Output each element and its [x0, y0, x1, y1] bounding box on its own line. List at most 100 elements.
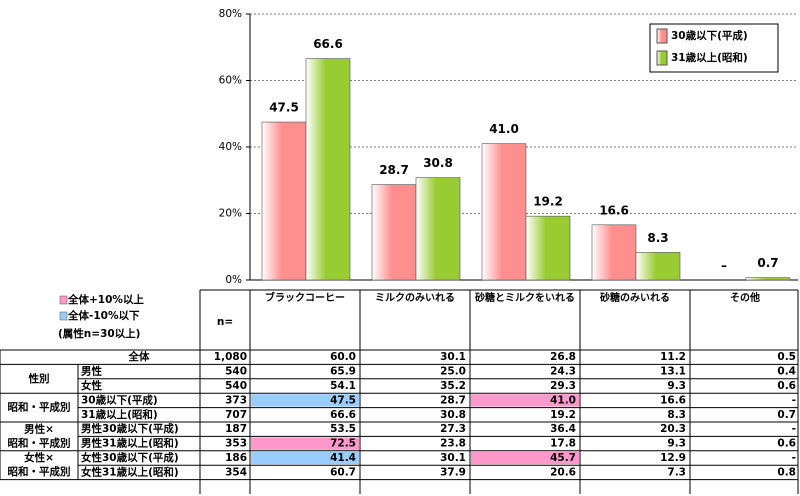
row-label: 30歳以下(平成) — [81, 393, 158, 406]
note: (属性n=30以上) — [58, 327, 140, 340]
value-cell: 35.2 — [440, 380, 466, 392]
n-cell: 354 — [225, 466, 247, 478]
value-cell: 20.3 — [660, 423, 686, 435]
value-cell: 45.7 — [550, 452, 576, 464]
value-cell: 0.4 — [777, 366, 796, 378]
group-label: 女性× — [24, 451, 54, 464]
legend-box — [649, 23, 779, 73]
data-label: 30.8 — [423, 156, 453, 170]
row-label: 女性 — [81, 379, 102, 392]
value-cell: 11.2 — [660, 351, 686, 363]
value-cell: 16.6 — [660, 394, 686, 406]
value-cell: 60.0 — [330, 351, 356, 363]
data-label: 47.5 — [269, 101, 299, 115]
value-cell: 12.9 — [660, 452, 686, 464]
value-cell: 24.3 — [550, 366, 576, 378]
group-label: 昭和・平成別 — [8, 436, 71, 449]
value-cell: 41.4 — [330, 452, 356, 464]
highlight-cell — [251, 437, 359, 450]
y-tick-label: 60% — [219, 75, 242, 87]
value-cell: 13.1 — [660, 366, 686, 378]
n-cell: 540 — [225, 366, 247, 378]
value-cell: 72.5 — [330, 438, 356, 450]
data-label: 41.0 — [489, 122, 519, 136]
value-cell: 36.4 — [550, 423, 576, 435]
data-label: 19.2 — [533, 195, 563, 209]
data-label: 0.7 — [757, 256, 778, 270]
data-label: 8.3 — [647, 231, 668, 245]
value-cell: 30.1 — [440, 351, 466, 363]
value-cell: 0.6 — [777, 380, 796, 392]
data-label: – — [721, 259, 727, 273]
y-tick-label: 40% — [219, 141, 242, 153]
n-cell: 353 — [225, 438, 247, 450]
legend-label: 31歳以上(昭和) — [671, 51, 748, 64]
column-header: 砂糖とミルクをいれる — [474, 291, 575, 304]
bar — [745, 277, 791, 281]
group-label: 昭和・平成別 — [8, 465, 71, 478]
n-cell: 186 — [225, 452, 247, 464]
legend-swatch — [59, 295, 68, 305]
value-cell: 60.7 — [330, 466, 356, 478]
group-label: 性別 — [29, 372, 50, 385]
n-cell: 373 — [225, 394, 247, 406]
bar — [415, 177, 461, 281]
value-cell: - — [792, 394, 796, 406]
bar — [591, 224, 637, 281]
value-cell: 28.7 — [440, 394, 466, 406]
value-cell: - — [792, 423, 796, 435]
highlight-cell — [251, 394, 359, 407]
data-label: 16.6 — [599, 203, 629, 217]
value-cell: 37.9 — [440, 466, 466, 478]
value-cell: 23.8 — [440, 438, 466, 450]
data-label: 66.6 — [313, 37, 343, 51]
bar — [371, 184, 417, 281]
value-cell: 9.3 — [667, 438, 686, 450]
row-label: 全体 — [128, 350, 150, 363]
value-cell: 26.8 — [550, 351, 576, 363]
legend-label: 全体+10%以上 — [67, 293, 144, 306]
group-label: 昭和・平成別 — [8, 401, 71, 414]
value-cell: 0.7 — [777, 409, 796, 421]
value-cell: 19.2 — [550, 409, 576, 421]
value-cell: 20.6 — [550, 466, 576, 478]
legend-swatch — [59, 311, 68, 321]
legend-swatch — [656, 28, 668, 44]
y-tick-label: 20% — [219, 208, 242, 220]
bar — [481, 143, 527, 281]
row-label: 男性30歳以下(平成) — [81, 422, 179, 435]
value-cell: 27.3 — [440, 423, 466, 435]
row-label: 女性31歳以上(昭和) — [81, 465, 179, 478]
value-cell: 25.0 — [440, 366, 466, 378]
data-label: 28.7 — [379, 163, 409, 177]
value-cell: 53.5 — [330, 423, 356, 435]
value-cell: 0.6 — [777, 438, 796, 450]
bar — [635, 252, 681, 281]
bar — [261, 121, 307, 281]
value-cell: 54.1 — [330, 380, 356, 392]
value-cell: 30.1 — [440, 452, 466, 464]
value-cell: 47.5 — [330, 394, 356, 406]
column-header: ブラックコーヒー — [265, 291, 345, 304]
y-tick-label: 80% — [219, 8, 242, 20]
column-header: その他 — [730, 291, 760, 304]
row-label: 女性30歳以下(平成) — [81, 451, 179, 464]
n-cell: 1,080 — [214, 351, 247, 363]
value-cell: 0.8 — [777, 466, 796, 478]
group-label: 男性× — [24, 422, 54, 435]
legend-label: 30歳以下(平成) — [671, 29, 748, 42]
n-cell: 187 — [225, 423, 247, 435]
n-cell: 540 — [225, 380, 247, 392]
value-cell: 41.0 — [550, 394, 576, 406]
row-label: 男性 — [81, 365, 102, 378]
highlight-cell — [471, 451, 579, 465]
legend-swatch — [656, 50, 668, 66]
bar — [305, 58, 351, 281]
legend: 30歳以下(平成) 31歳以上(昭和) — [649, 23, 779, 73]
n-header: n= — [217, 316, 233, 328]
value-cell: 9.3 — [667, 380, 686, 392]
y-tick-label: 0% — [225, 274, 242, 286]
value-cell: - — [792, 452, 796, 464]
value-cell: 29.3 — [550, 380, 576, 392]
